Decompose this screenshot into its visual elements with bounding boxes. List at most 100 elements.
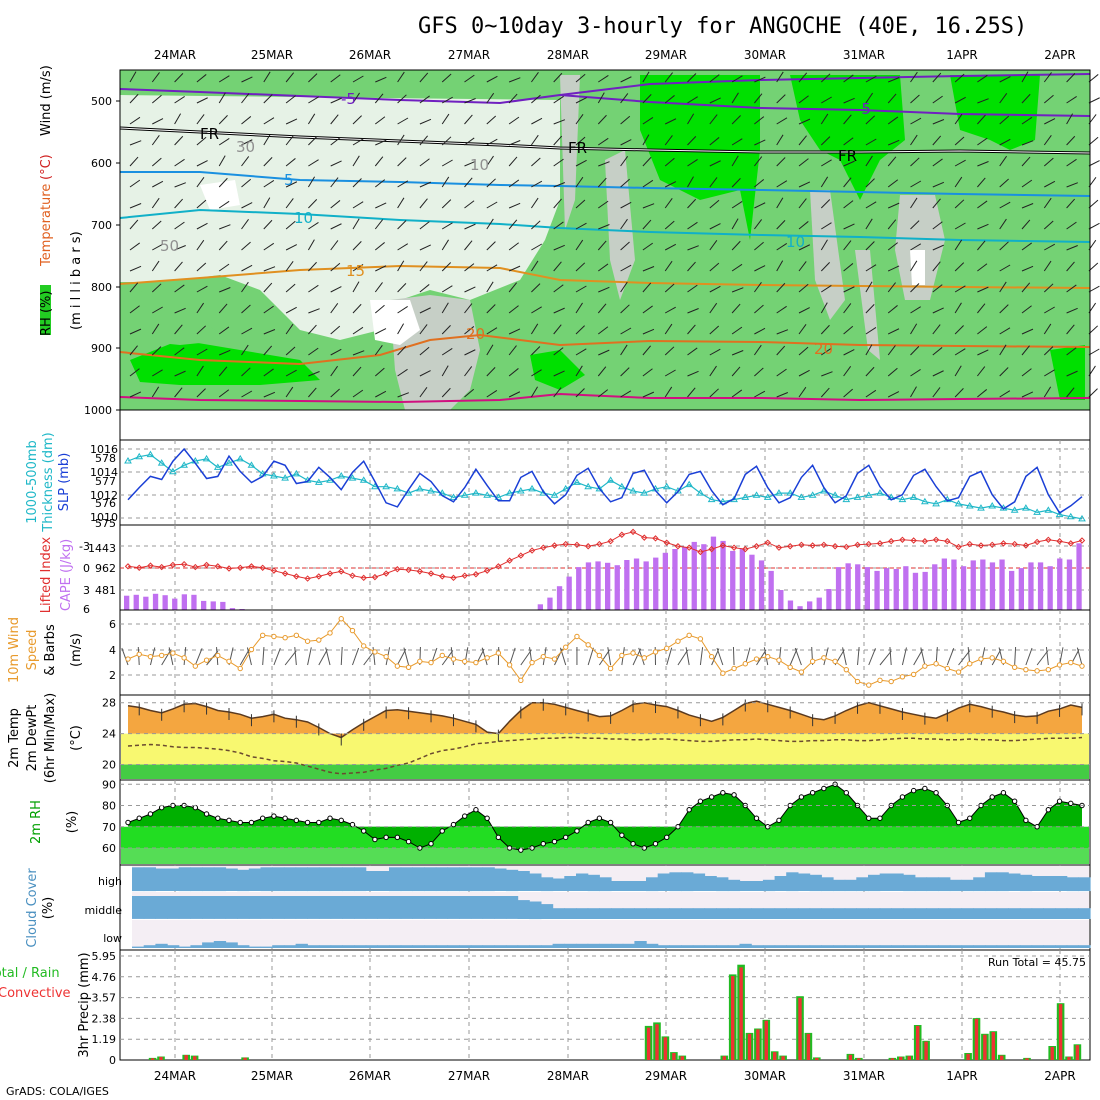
wind-barb bbox=[508, 219, 518, 230]
precip-convective-bar bbox=[907, 1056, 911, 1060]
wind-barb bbox=[1021, 282, 1031, 293]
wind-barb bbox=[798, 118, 811, 125]
cloud-cover-bar bbox=[646, 908, 659, 919]
contour-label: 10 bbox=[294, 209, 313, 227]
wind-barb bbox=[910, 260, 918, 272]
wind-barb bbox=[910, 306, 921, 314]
wind-barb bbox=[308, 96, 319, 104]
wind-barb bbox=[330, 97, 342, 104]
cloud-cover-bar bbox=[330, 896, 343, 919]
cape-bar bbox=[797, 606, 803, 610]
wind-barb bbox=[352, 241, 362, 251]
wind-barb bbox=[285, 118, 298, 125]
cloud-cover-bar bbox=[704, 945, 717, 948]
wind-barb bbox=[196, 74, 207, 83]
cloud-cover-bar bbox=[692, 873, 706, 891]
wind-barb bbox=[308, 136, 318, 146]
cloud-cover-bar bbox=[657, 873, 670, 891]
axis-tick-label: 20 bbox=[102, 759, 116, 772]
cloud-cover-bar bbox=[716, 877, 729, 892]
wind-barb bbox=[843, 325, 854, 335]
temperature-legend-label: Temperature bbox=[39, 184, 54, 267]
cloud-cover-bar bbox=[318, 945, 332, 948]
wind-barb bbox=[999, 201, 1011, 209]
wind-speed-point bbox=[821, 655, 827, 661]
wind-barb bbox=[664, 118, 677, 125]
wind-speed-point bbox=[619, 652, 625, 659]
wind-barb bbox=[709, 365, 717, 377]
wind-speed-point bbox=[854, 678, 861, 685]
wind-barb bbox=[620, 115, 631, 125]
surface-wind-barb bbox=[991, 649, 1002, 666]
wind-speed-point bbox=[630, 650, 636, 656]
wind-barb bbox=[397, 283, 407, 293]
wind-barb bbox=[464, 200, 475, 209]
cloud-cover-bar bbox=[330, 945, 343, 948]
wind-barb bbox=[954, 222, 966, 230]
wind-speed-point bbox=[843, 666, 850, 673]
wind-barb bbox=[642, 242, 654, 251]
wind-barb bbox=[575, 285, 587, 293]
cloud-cover-bar bbox=[318, 896, 332, 919]
thickness-point bbox=[606, 476, 615, 483]
precip-convective-bar bbox=[991, 1032, 995, 1060]
li-point bbox=[528, 547, 536, 554]
thickness-point bbox=[449, 493, 458, 500]
cloud-cover-bar bbox=[155, 896, 168, 919]
wind-barb bbox=[285, 244, 298, 251]
wind-barb bbox=[374, 282, 383, 293]
wind-barb bbox=[218, 200, 230, 209]
rh-point bbox=[405, 838, 412, 845]
wind-barb bbox=[174, 370, 186, 377]
contour-label: FR bbox=[200, 125, 219, 143]
rh-band-low bbox=[121, 848, 1089, 864]
surface-wind-barb bbox=[403, 647, 410, 666]
cloud-cover-bar bbox=[622, 908, 635, 919]
wind-barb bbox=[397, 94, 407, 104]
wind-barb bbox=[374, 344, 383, 356]
wind-barb bbox=[508, 242, 519, 251]
cloud-cover-bar bbox=[751, 881, 764, 891]
wind-barb bbox=[241, 178, 252, 188]
wind-barb bbox=[687, 221, 698, 230]
wind-barb bbox=[709, 74, 720, 83]
wind-barb bbox=[821, 159, 832, 167]
axis-tick-label: 4 bbox=[109, 644, 116, 657]
rh-gray-streak bbox=[855, 250, 880, 360]
wind-barb bbox=[397, 345, 407, 356]
wind-barb bbox=[151, 72, 160, 83]
cloud-cover-bar bbox=[295, 943, 308, 948]
wind-barb bbox=[932, 307, 944, 314]
wind-barb bbox=[241, 93, 250, 104]
cloud-cover-bar bbox=[389, 945, 402, 948]
wind-speed-point bbox=[181, 655, 187, 661]
thickness-point bbox=[932, 499, 940, 507]
wind-barb bbox=[174, 221, 185, 230]
wind-barb bbox=[1066, 73, 1076, 83]
wind-barb bbox=[598, 161, 610, 167]
surface-wind-barb bbox=[450, 647, 454, 666]
date-label-top: 25MAR bbox=[251, 48, 293, 62]
cloud-cover-bar bbox=[272, 896, 285, 919]
wind-barb bbox=[932, 370, 944, 377]
cape-bar bbox=[566, 576, 572, 610]
rh-point bbox=[473, 807, 479, 813]
rh-point bbox=[518, 847, 524, 853]
wind-barb bbox=[1088, 160, 1100, 167]
rh-point bbox=[664, 834, 670, 841]
cloud-cover-bar bbox=[727, 908, 741, 919]
wind-barb bbox=[531, 180, 543, 188]
cloud-cover-bar bbox=[786, 872, 799, 892]
wind-barb bbox=[553, 221, 564, 230]
rh-point bbox=[585, 819, 591, 826]
wind-barb bbox=[174, 261, 183, 272]
cloud-cover-bar bbox=[856, 945, 869, 948]
li-point bbox=[158, 563, 165, 571]
wind-barb bbox=[464, 98, 476, 104]
thickness-point bbox=[236, 454, 245, 462]
wind-barb bbox=[954, 262, 965, 272]
li-point bbox=[394, 566, 401, 573]
wind-barb bbox=[820, 324, 830, 335]
wind-barb bbox=[798, 346, 809, 356]
cloud-cover-bar bbox=[646, 943, 659, 948]
